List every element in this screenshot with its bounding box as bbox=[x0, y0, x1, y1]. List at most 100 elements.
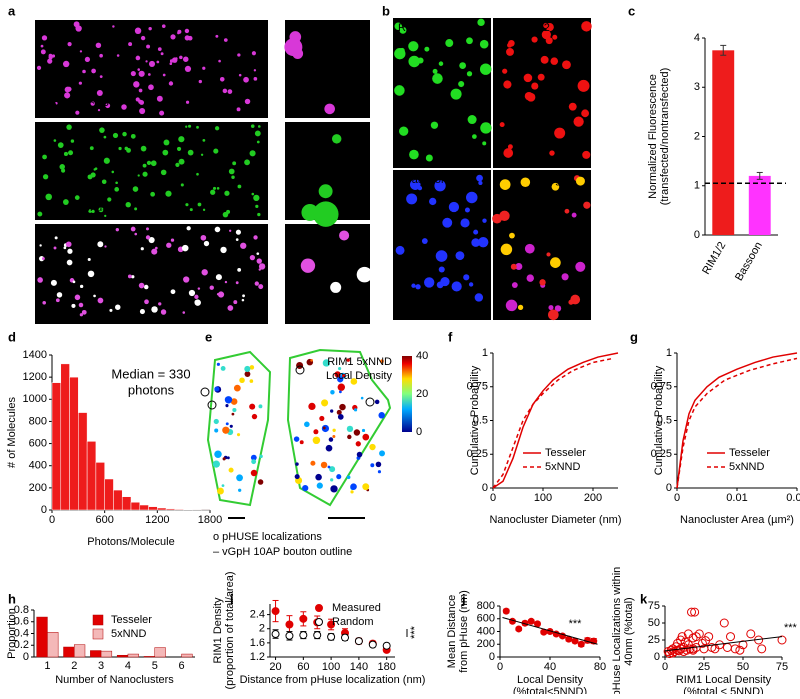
image-spot bbox=[217, 293, 219, 295]
image-spot bbox=[112, 25, 114, 27]
image-spot bbox=[330, 409, 333, 412]
image-spot bbox=[166, 243, 171, 248]
x-tick-label: 180 bbox=[377, 661, 395, 673]
bar bbox=[37, 617, 48, 657]
image-spot bbox=[259, 404, 263, 408]
image-spot bbox=[216, 274, 222, 280]
x-tick-label: 50 bbox=[737, 661, 749, 673]
image-spot bbox=[449, 202, 459, 212]
image-spot bbox=[71, 304, 75, 308]
y-tick-label: 0 bbox=[23, 651, 29, 663]
image-spot bbox=[104, 245, 106, 247]
image-spot bbox=[347, 435, 351, 439]
image-spot bbox=[251, 459, 256, 464]
image bbox=[393, 18, 491, 168]
image-spot bbox=[183, 56, 189, 62]
image-spot bbox=[42, 155, 47, 160]
image-spot bbox=[150, 192, 155, 197]
image-spot bbox=[254, 69, 256, 71]
x-tick-label: 75 bbox=[776, 661, 788, 673]
image-spot bbox=[98, 298, 104, 304]
point bbox=[272, 631, 279, 638]
axis-label: Local Density bbox=[517, 674, 584, 686]
image-spot bbox=[442, 218, 452, 228]
image-spot bbox=[194, 295, 198, 299]
image-spot bbox=[177, 32, 180, 35]
image-spot bbox=[43, 174, 48, 179]
image-spot bbox=[253, 235, 257, 239]
image-spot bbox=[204, 241, 209, 246]
image-spot bbox=[549, 150, 554, 155]
image-spot bbox=[460, 218, 469, 227]
image-spot bbox=[339, 390, 342, 393]
histogram-bar bbox=[87, 441, 96, 510]
image-spot bbox=[39, 244, 41, 246]
image-spot bbox=[185, 35, 190, 40]
image-spot bbox=[321, 399, 328, 406]
x-tick-label: 0.02 bbox=[786, 492, 800, 504]
image-spot bbox=[315, 474, 322, 481]
image-spot bbox=[139, 71, 145, 77]
point bbox=[758, 645, 766, 653]
image-spot bbox=[170, 34, 175, 39]
image-spot bbox=[521, 177, 531, 187]
histogram-bar bbox=[70, 377, 79, 510]
annotation: Median = 330 bbox=[111, 366, 190, 381]
x-tick-label: 0 bbox=[662, 661, 668, 673]
image-spot bbox=[138, 100, 142, 104]
image-spot bbox=[214, 429, 218, 433]
axis-label: Distance from pHuse localization (nm) bbox=[240, 674, 426, 686]
image-spot bbox=[237, 53, 240, 56]
point bbox=[286, 632, 293, 639]
image-spot bbox=[55, 236, 58, 239]
image-spot bbox=[99, 127, 105, 133]
legend-label: 5xNND bbox=[111, 628, 147, 640]
image-spot bbox=[137, 68, 140, 71]
axis-label: Cumulative Probability bbox=[653, 365, 665, 475]
image-spot bbox=[164, 140, 170, 146]
image-spot bbox=[88, 258, 91, 261]
image-spot bbox=[554, 128, 565, 139]
image-spot bbox=[242, 294, 245, 297]
image-spot bbox=[128, 42, 132, 46]
image-spot bbox=[301, 258, 315, 272]
image-spot bbox=[214, 451, 221, 458]
y-tick-label: 2.4 bbox=[250, 609, 265, 621]
point bbox=[272, 608, 279, 615]
image-spot bbox=[330, 390, 334, 394]
image-spot bbox=[188, 150, 194, 156]
image-spot bbox=[583, 202, 590, 209]
x-tick-label: 100 bbox=[322, 661, 340, 673]
image-spot bbox=[80, 50, 82, 52]
image-spot bbox=[104, 158, 110, 164]
image-spot bbox=[41, 45, 44, 48]
image-spot bbox=[251, 124, 255, 128]
image-spot bbox=[51, 280, 57, 286]
image-spot bbox=[236, 281, 239, 284]
image-spot bbox=[238, 185, 242, 189]
image-spot bbox=[58, 142, 64, 148]
image-spot bbox=[161, 52, 164, 55]
image-spot bbox=[42, 301, 46, 305]
image-spot bbox=[228, 89, 233, 94]
image-spot bbox=[445, 39, 453, 47]
image-spot bbox=[37, 66, 41, 70]
image-spot bbox=[439, 61, 444, 66]
image-spot bbox=[100, 75, 103, 78]
image-spot bbox=[429, 198, 436, 205]
y-tick-label: 75 bbox=[648, 600, 660, 612]
image-spot bbox=[171, 238, 174, 241]
x-tick-label: 200 bbox=[584, 492, 602, 504]
panel-label: c bbox=[628, 3, 635, 18]
image-spot bbox=[357, 267, 373, 283]
image-spot bbox=[304, 422, 310, 428]
image-spot bbox=[140, 309, 145, 314]
image-spot bbox=[56, 298, 60, 302]
image-spot bbox=[527, 93, 536, 102]
y-tick-label: 0 bbox=[489, 651, 495, 663]
image-spot bbox=[424, 47, 429, 52]
image-spot bbox=[242, 299, 245, 302]
image-spot bbox=[224, 38, 228, 42]
panel-e-legend: – vGpH 10AP bouton outline bbox=[213, 546, 352, 558]
image-spot bbox=[502, 69, 507, 74]
